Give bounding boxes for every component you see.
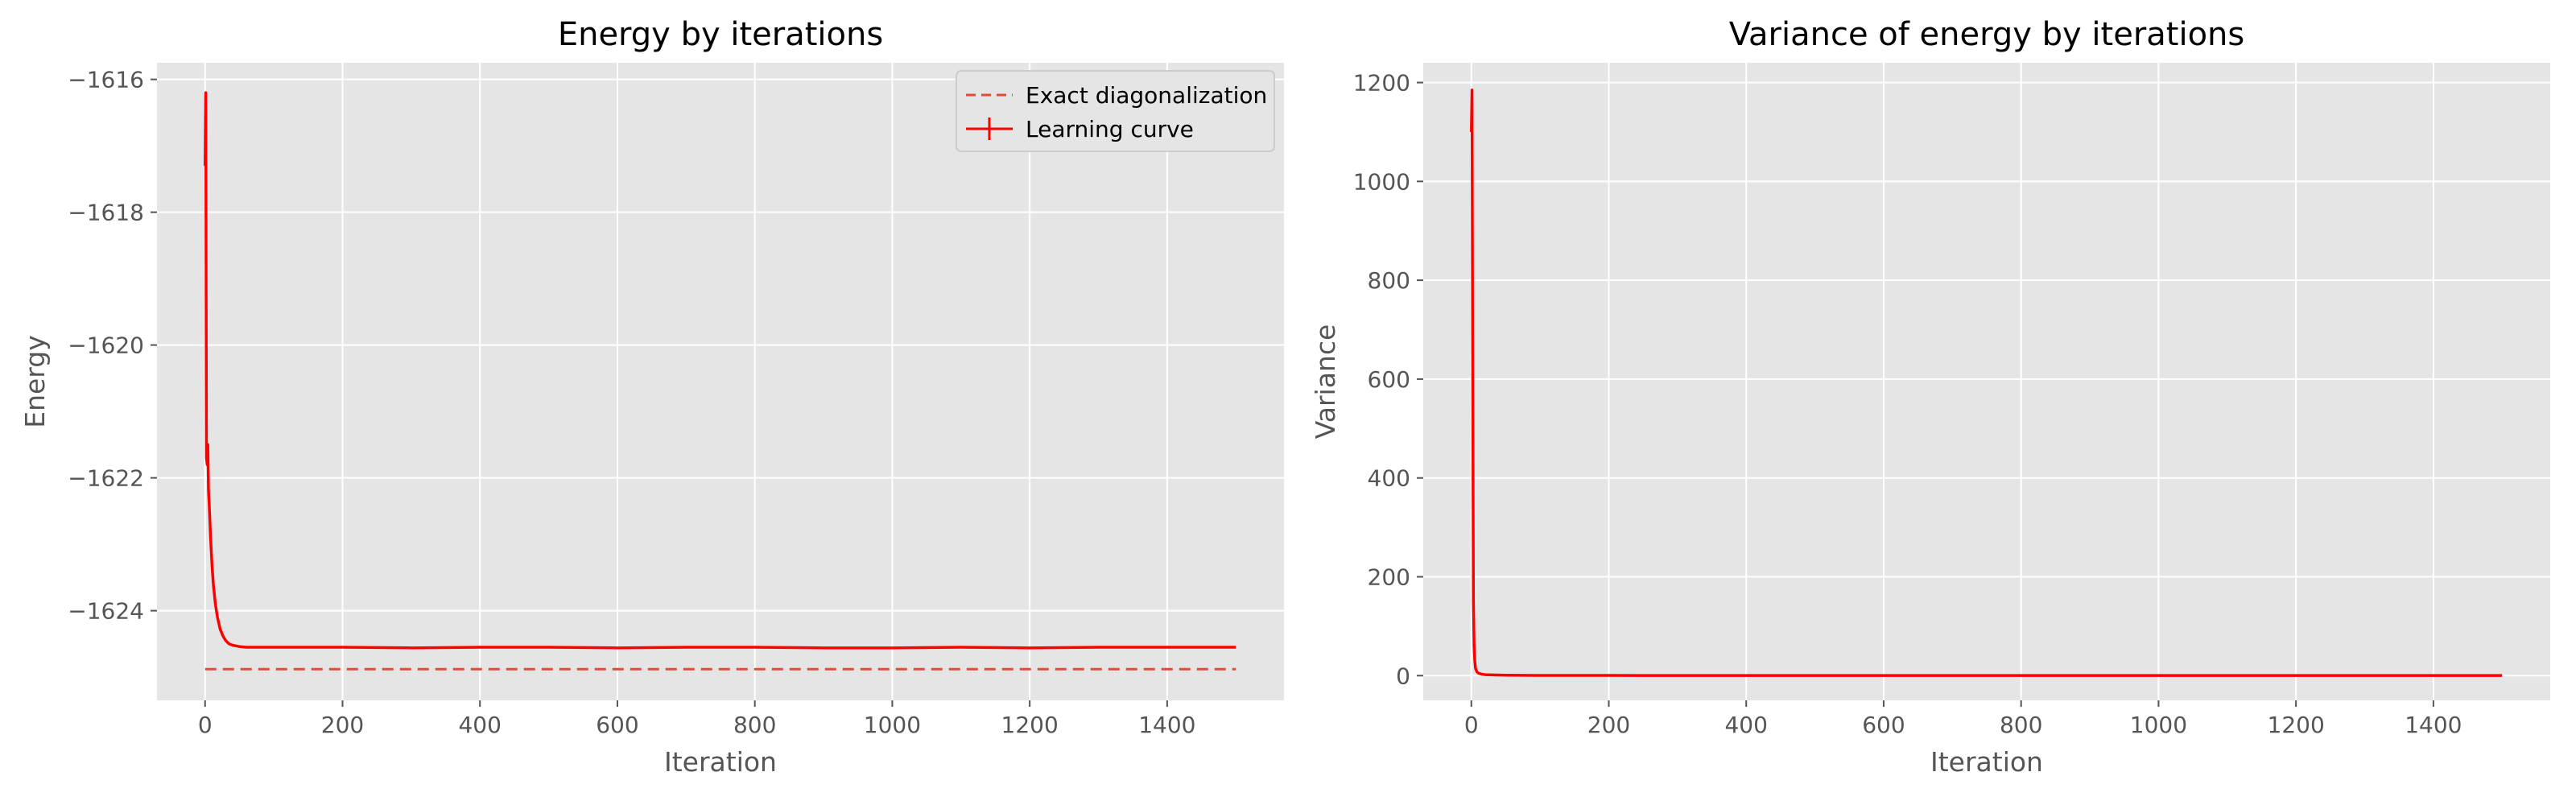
x-tick-label: 400 xyxy=(458,712,501,738)
legend-entry-label: Exact diagonalization xyxy=(1026,82,1267,109)
x-tick-label: 200 xyxy=(321,712,364,738)
y-tick-label: −1616 xyxy=(68,67,144,93)
x-tick-label: 1400 xyxy=(1138,712,1195,738)
learning-curve-series-line xyxy=(204,91,1236,650)
legend-box xyxy=(956,70,1275,152)
y-tick-label: 600 xyxy=(1368,366,1410,393)
y-tick-label: 0 xyxy=(1396,663,1410,689)
y-tick-label: 400 xyxy=(1368,465,1410,492)
y-tick-label: −1620 xyxy=(68,332,144,359)
y-tick-label: −1618 xyxy=(68,200,144,226)
variance-series-line xyxy=(1470,89,2503,677)
chart-title: Variance of energy by iterations xyxy=(1729,16,2244,53)
x-tick-label: 0 xyxy=(198,712,213,738)
x-tick-label: 1000 xyxy=(864,712,921,738)
x-tick-label: 800 xyxy=(2000,712,2042,738)
x-tick-label: 800 xyxy=(733,712,776,738)
y-tick-label: −1622 xyxy=(68,465,144,492)
x-tick-label: 400 xyxy=(1724,712,1767,738)
legend-entry-label: Learning curve xyxy=(1026,116,1194,142)
chart-title: Energy by iterations xyxy=(558,16,883,53)
y-axis-label: Energy xyxy=(19,335,51,428)
y-tick-label: 1000 xyxy=(1353,168,1410,195)
x-tick-label: 200 xyxy=(1587,712,1630,738)
plot-area xyxy=(1423,63,2550,700)
x-tick-label: 1200 xyxy=(2268,712,2325,738)
legend: Exact diagonalization Learning curve xyxy=(956,70,1275,152)
y-tick-label: −1624 xyxy=(68,598,144,625)
chart-panel-1: 0 200 400 600 800 1000 1200 1400 −1616 −1618 −1620… xyxy=(19,16,1284,778)
x-tick-label: 600 xyxy=(596,712,638,738)
y-axis-label: Variance xyxy=(1310,324,1341,440)
x-tick-label: 1400 xyxy=(2405,712,2462,738)
chart-panel-2: 0 200 400 600 800 1000 1200 1400 0 200 400 600 800 10… xyxy=(1310,16,2550,778)
x-axis-label: Iteration xyxy=(1930,746,2043,778)
x-tick-label: 1000 xyxy=(2130,712,2187,738)
y-tick-label: 1200 xyxy=(1353,70,1410,97)
y-tick-label: 800 xyxy=(1368,267,1410,294)
y-tick-label: 200 xyxy=(1368,564,1410,591)
x-tick-label: 0 xyxy=(1464,712,1479,738)
x-tick-label: 600 xyxy=(1862,712,1905,738)
x-axis-label: Iteration xyxy=(664,746,777,778)
plot-area xyxy=(157,63,1284,700)
x-tick-label: 1200 xyxy=(1001,712,1059,738)
